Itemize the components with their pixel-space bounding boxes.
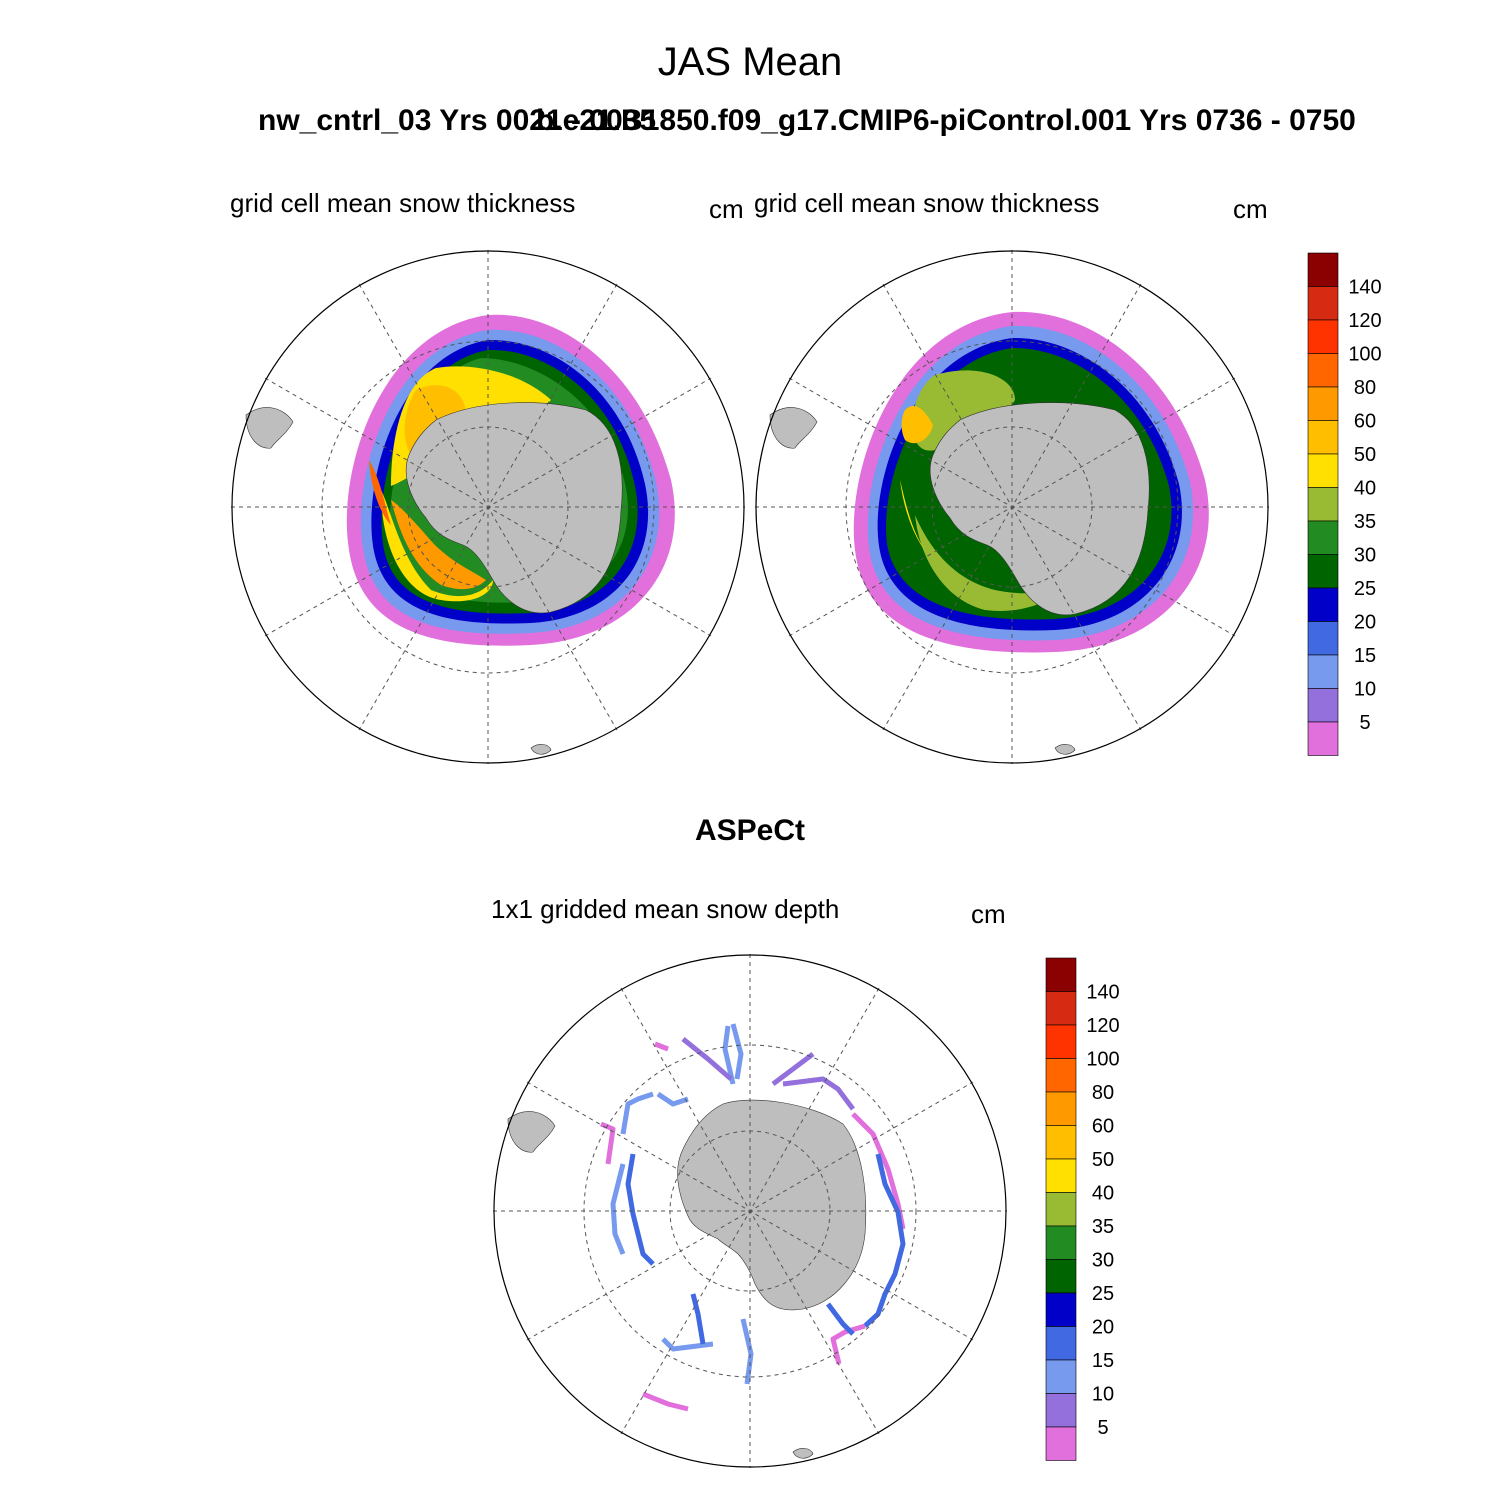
colorbar-swatch — [1045, 1359, 1077, 1394]
colorbar-swatch — [1307, 554, 1339, 589]
colorbar-label: 40 — [1092, 1183, 1114, 1205]
colorbar-label: 35 — [1092, 1216, 1114, 1238]
colorbar-swatch — [1045, 991, 1077, 1026]
colorbar-label: 140 — [1086, 982, 1119, 1004]
colorbar-label: 50 — [1354, 444, 1376, 466]
colorbar-label: 50 — [1092, 1149, 1114, 1171]
observation-tracks — [600, 1023, 906, 1412]
map-boundary — [493, 954, 1007, 1468]
map-right — [755, 250, 1269, 764]
colorbar-label: 60 — [1354, 411, 1376, 433]
colorbar-swatch — [1307, 286, 1339, 321]
colorbar-swatch — [1307, 252, 1339, 287]
panel-left-title: grid cell mean snow thickness — [230, 188, 576, 218]
colorbar-label: 10 — [1092, 1384, 1114, 1406]
map-graticule — [755, 250, 1269, 764]
colorbar-label: 120 — [1348, 310, 1381, 332]
colorbar-label: 40 — [1354, 478, 1376, 500]
colorbar-swatch — [1045, 1426, 1077, 1461]
colorbar-label: 35 — [1354, 511, 1376, 533]
colorbar-swatch — [1307, 520, 1339, 555]
colorbar-swatch — [1045, 1292, 1077, 1327]
colorbar-swatch — [1307, 453, 1339, 488]
map-graticule — [493, 954, 1007, 1468]
colorbar-label: 20 — [1092, 1317, 1114, 1339]
colorbar-bottom: 140 120 100 80 60 50 40 35 30 25 20 15 10 5 — [1045, 957, 1120, 1461]
antarctica-landmass — [245, 402, 623, 755]
panel-right-unit: cm — [1233, 194, 1268, 224]
colorbar-label: 80 — [1354, 377, 1376, 399]
colorbar-swatch — [1307, 353, 1339, 388]
colorbar-swatch — [1307, 654, 1339, 689]
colorbar-label: 15 — [1354, 645, 1376, 667]
colorbar-swatch — [1307, 487, 1339, 522]
figure-title: JAS Mean — [657, 40, 843, 84]
colorbar-swatch — [1045, 1259, 1077, 1294]
colorbar-swatch — [1307, 319, 1339, 354]
colorbar-swatch — [1307, 420, 1339, 455]
colorbar-swatch — [1045, 1024, 1077, 1059]
colorbar-label: 60 — [1092, 1116, 1114, 1138]
colorbar-label: 120 — [1086, 1015, 1119, 1037]
colorbar-label: 140 — [1348, 277, 1381, 299]
colorbar-swatch — [1045, 1225, 1077, 1260]
map-boundary — [755, 250, 1269, 764]
colorbar-swatch — [1045, 1158, 1077, 1193]
colorbar-swatch — [1307, 386, 1339, 421]
colorbar-swatch — [1045, 1058, 1077, 1093]
antarctica-landmass — [507, 1099, 867, 1459]
colorbar-label: 30 — [1092, 1250, 1114, 1272]
colorbar-label: 100 — [1086, 1049, 1119, 1071]
colorbar-swatch — [1045, 957, 1077, 992]
colorbar-label: 5 — [1359, 712, 1370, 734]
map-obs — [493, 954, 1007, 1468]
colorbar-swatch — [1307, 721, 1339, 756]
colorbar-swatch — [1045, 1091, 1077, 1126]
colorbar-swatch — [1045, 1326, 1077, 1361]
panel-left-unit: cm — [709, 194, 744, 224]
colorbar-swatch — [1307, 587, 1339, 622]
colorbar-label: 80 — [1092, 1082, 1114, 1104]
colorbar-label: 100 — [1348, 344, 1381, 366]
panel-obs-title: 1x1 gridded mean snow depth — [491, 894, 840, 924]
obs-title: ASPeCt — [694, 814, 806, 847]
antarctica-landmass — [769, 402, 1150, 755]
colorbar-label: 25 — [1354, 578, 1376, 600]
colorbar-swatch — [1045, 1393, 1077, 1428]
map-left — [231, 250, 745, 764]
colorbar-swatch — [1307, 621, 1339, 656]
colorbar-swatch — [1307, 688, 1339, 723]
colorbar-swatch — [1045, 1192, 1077, 1227]
colorbar-top: 140 120 100 80 60 50 40 35 30 25 20 15 10 5 — [1307, 252, 1382, 756]
map-graticule — [231, 250, 745, 764]
case-label-left: nw_cntrl_03 Yrs 0021 - 0035 — [258, 104, 657, 137]
colorbar-label: 15 — [1092, 1350, 1114, 1372]
colorbar-label: 25 — [1092, 1283, 1114, 1305]
case-label-right: b.e21.B1850.f09_g17.CMIP6-piControl.001 … — [536, 104, 1356, 137]
colorbar-label: 10 — [1354, 679, 1376, 701]
panel-obs-unit: cm — [971, 899, 1006, 929]
map-boundary — [231, 250, 745, 764]
colorbar-swatch — [1045, 1125, 1077, 1160]
colorbar-label: 20 — [1354, 612, 1376, 634]
panel-right-title: grid cell mean snow thickness — [754, 188, 1100, 218]
colorbar-label: 5 — [1097, 1417, 1108, 1439]
colorbar-label: 30 — [1354, 545, 1376, 567]
